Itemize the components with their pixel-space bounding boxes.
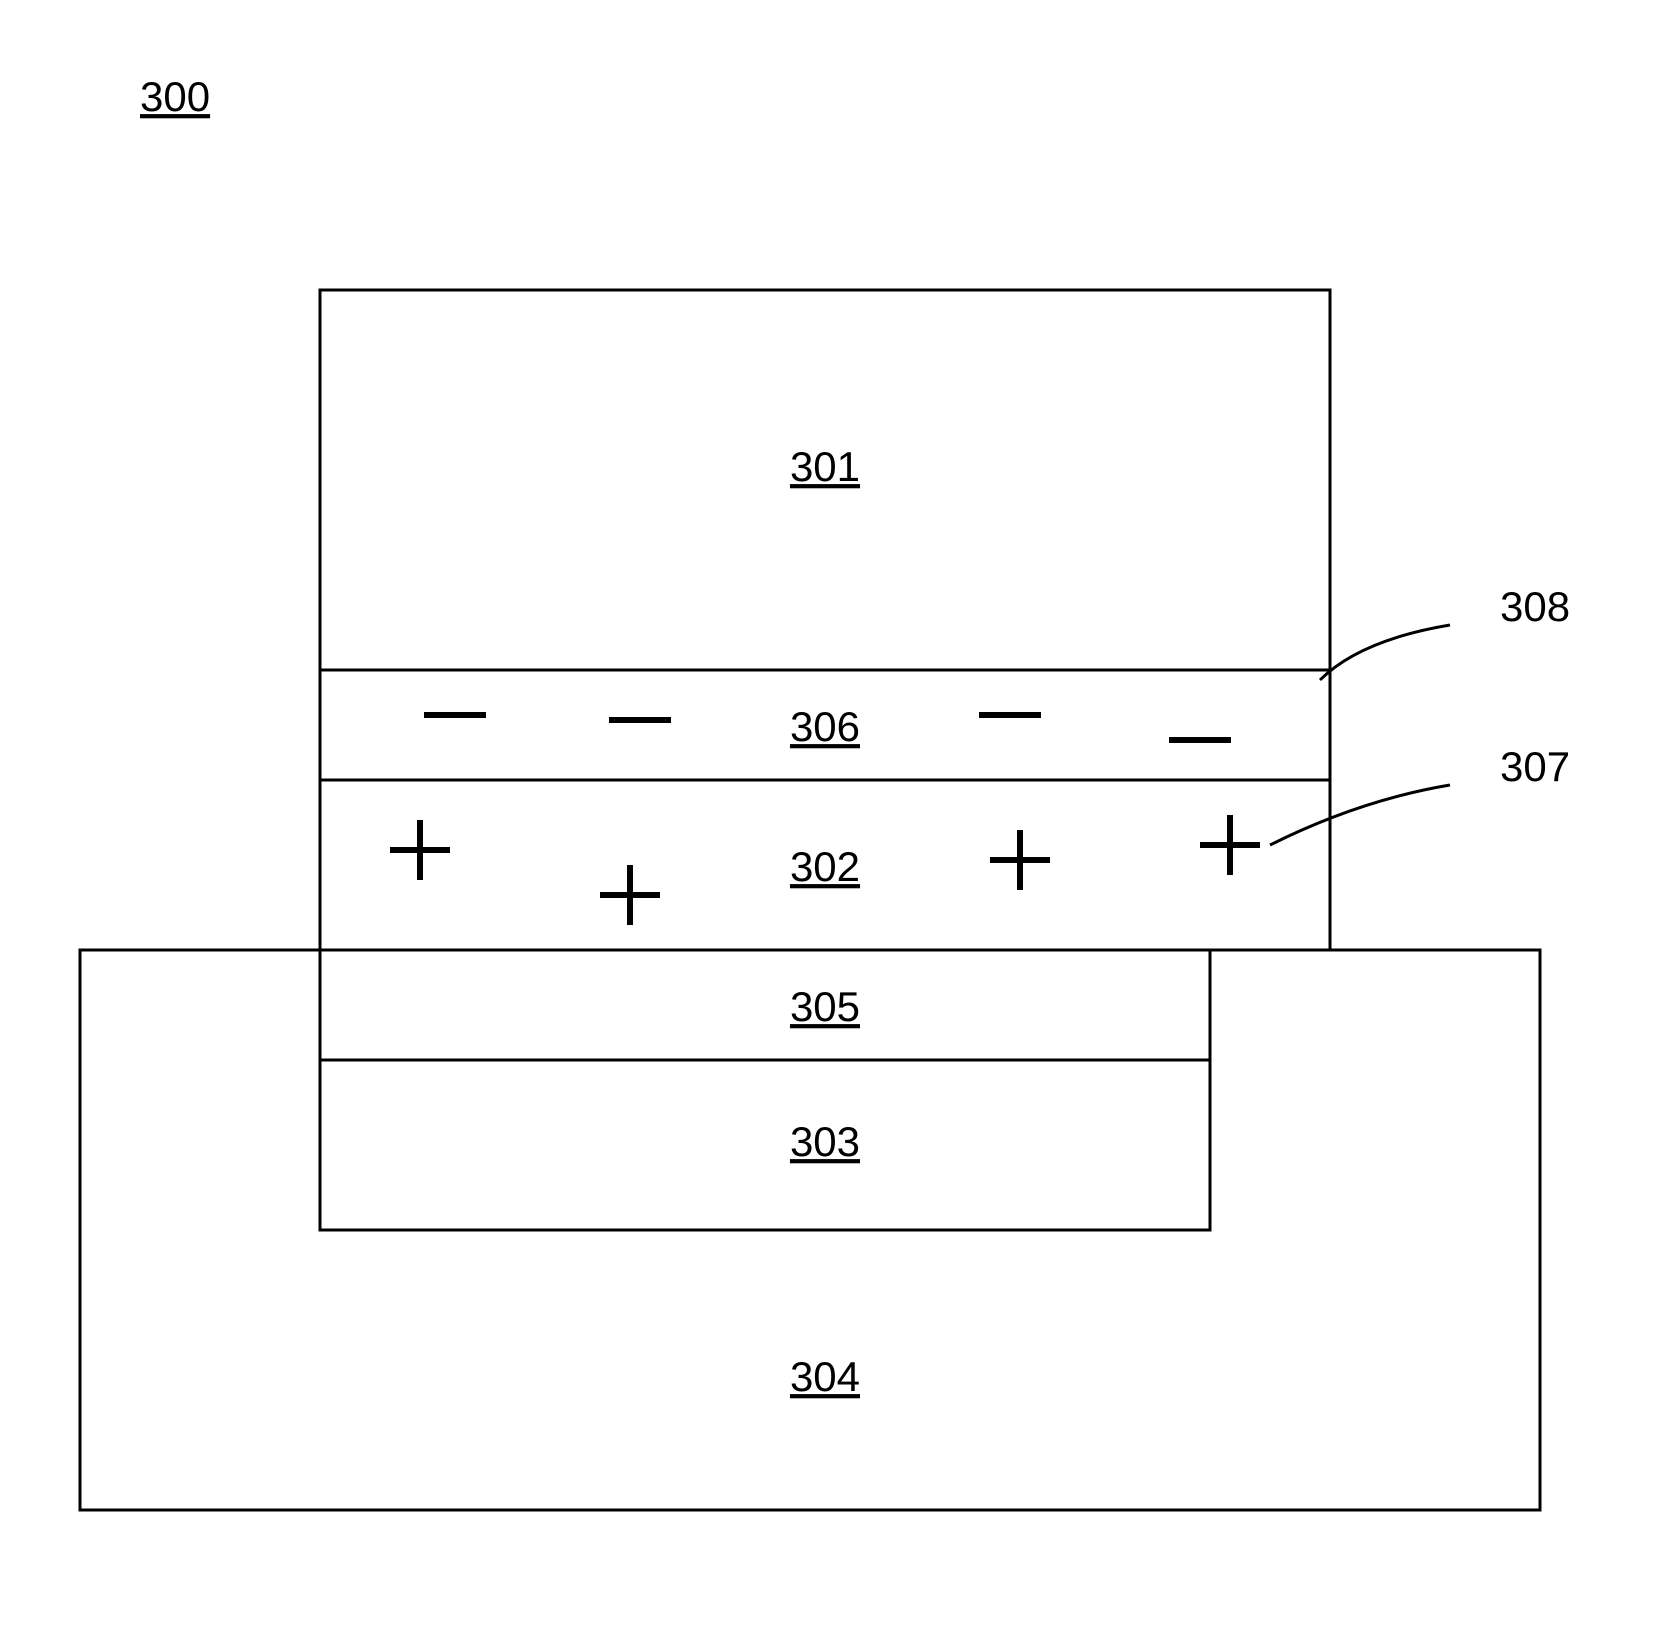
label-301: 301: [790, 443, 860, 490]
figure-label: 300: [140, 73, 210, 120]
label-303: 303: [790, 1118, 860, 1165]
label-306: 306: [790, 703, 860, 750]
label-302: 302: [790, 843, 860, 890]
callout-307: 307: [1500, 743, 1570, 790]
layer-303: [320, 1060, 1210, 1230]
layer-305: [320, 950, 1210, 1060]
label-305: 305: [790, 983, 860, 1030]
leader-line-308: [1320, 625, 1450, 680]
label-304: 304: [790, 1353, 860, 1400]
callout-308: 308: [1500, 583, 1570, 630]
